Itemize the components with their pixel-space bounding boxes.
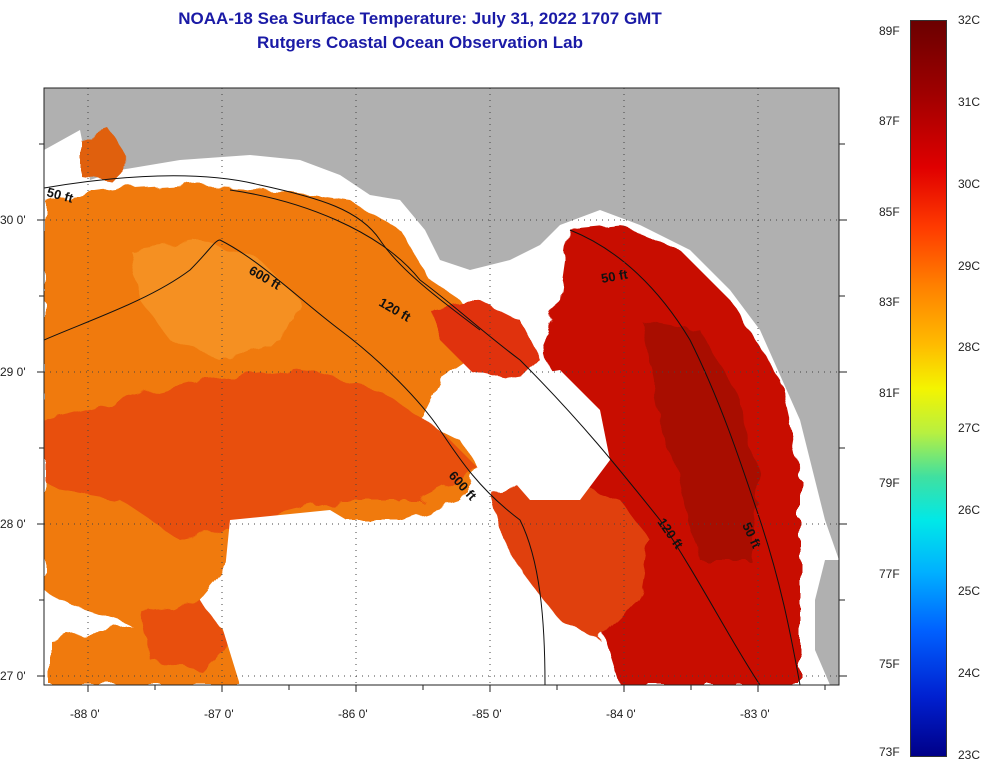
x-tick-label: -86 0' xyxy=(338,707,368,721)
colorbar xyxy=(910,20,947,757)
graticule xyxy=(44,88,839,685)
x-tick-label: -85 0' xyxy=(472,707,502,721)
colorbar-c-label: 29C xyxy=(958,259,981,273)
colorbar-f-label: 73F xyxy=(879,745,900,759)
colorbar-c-label: 30C xyxy=(958,177,981,191)
land-north xyxy=(44,88,839,560)
colorbar-f-label: 87F xyxy=(879,114,900,128)
contour-label: 50 ft xyxy=(45,184,75,206)
map-frame xyxy=(43,87,840,686)
cloud-gap xyxy=(490,370,610,500)
colorbar-c-label: 31C xyxy=(958,95,981,109)
y-tick-label: 29 0' xyxy=(0,365,26,379)
colorbar-f-label: 85F xyxy=(879,205,900,219)
x-tick-label: -84 0' xyxy=(606,707,636,721)
colorbar-c-label: 32C xyxy=(958,13,981,27)
colorbar-f-label: 81F xyxy=(879,386,900,400)
x-tick-label: -87 0' xyxy=(204,707,234,721)
colorbar-c-label: 25C xyxy=(958,584,981,598)
colorbar-f-label: 75F xyxy=(879,657,900,671)
x-tick-label: -83 0' xyxy=(740,707,770,721)
y-tick-label: 28 0' xyxy=(0,517,26,531)
title-line-2: Rutgers Coastal Ocean Observation Lab xyxy=(257,33,583,52)
y-tick-label: 27 0' xyxy=(0,669,26,683)
title-line-1: NOAA-18 Sea Surface Temperature: July 31… xyxy=(178,9,662,28)
colorbar-f-label: 79F xyxy=(879,476,900,490)
x-tick-label: -88 0' xyxy=(70,707,100,721)
colorbar-c-label: 24C xyxy=(958,666,981,680)
colorbar-c-label: 23C xyxy=(958,748,981,762)
land-florida-peninsula xyxy=(815,560,839,685)
contour-label: 50 ft xyxy=(600,266,630,286)
colorbar-c-label: 27C xyxy=(958,421,981,435)
sst-field xyxy=(44,130,800,685)
colorbar-c-label: 28C xyxy=(958,340,981,354)
y-tick-label: 30 0' xyxy=(0,213,26,227)
cloud-gap xyxy=(220,510,400,685)
colorbar-c-label: 26C xyxy=(958,503,981,517)
depth-contours xyxy=(44,175,801,685)
colorbar-f-label: 77F xyxy=(879,567,900,581)
colorbar-f-label: 83F xyxy=(879,295,900,309)
colorbar-f-label: 89F xyxy=(879,24,900,38)
axis-ticks xyxy=(37,143,847,692)
